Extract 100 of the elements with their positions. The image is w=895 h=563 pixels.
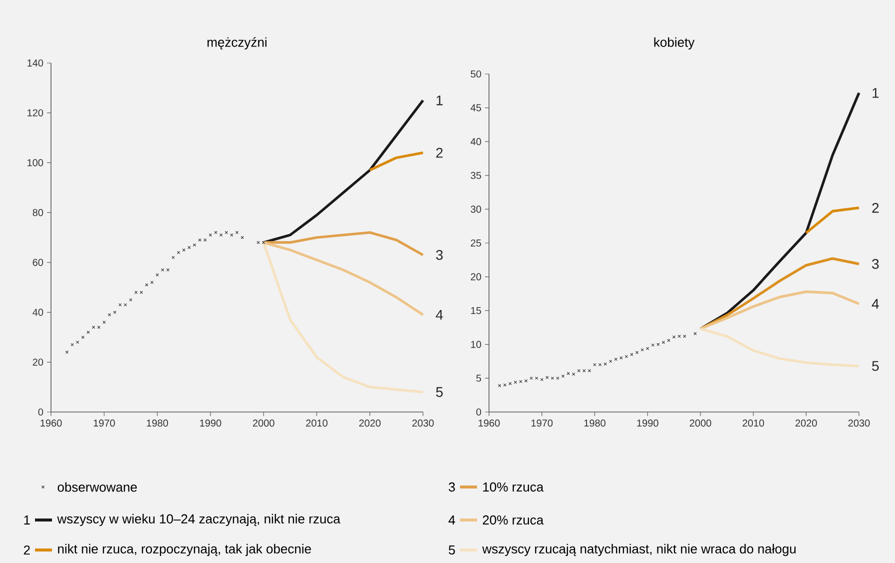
point: [550, 376, 554, 380]
y-tick-label: 20: [32, 358, 44, 366]
legend-label: wszyscy rzucają natychmiast, nikt nie wraca do nałogu: [482, 544, 796, 556]
text: 5: [448, 545, 455, 555]
legend-label: 10% rzuca: [483, 482, 544, 492]
x-tick-label: 1980: [146, 420, 168, 427]
text: 2: [872, 202, 879, 213]
point: [192, 243, 196, 247]
point: [92, 326, 96, 329]
y-tick-label: 80: [32, 209, 44, 216]
point: [208, 233, 212, 237]
point: [214, 230, 218, 234]
text: 2: [24, 545, 30, 555]
point: [97, 326, 100, 329]
point: [535, 376, 538, 380]
y-tick-label: 45: [470, 104, 482, 112]
line-series: [699, 257, 860, 330]
x-tick-label: 2000: [690, 420, 712, 427]
point: [519, 380, 522, 384]
text: 3: [448, 482, 455, 492]
text: 5: [436, 387, 443, 397]
y-tick-label: 60: [32, 258, 44, 266]
y-tick-label: 0: [38, 408, 44, 416]
text: 4: [436, 310, 443, 320]
y-tick-label: 0: [476, 408, 482, 416]
point: [240, 236, 244, 240]
x-tick-label: 2010: [306, 420, 328, 427]
point: [604, 362, 607, 366]
x-tick-label: 1960: [40, 420, 62, 427]
x-tick-label: 1960: [478, 420, 500, 427]
point: [150, 280, 154, 284]
point: [598, 363, 602, 366]
line-series: [262, 231, 424, 256]
point: [694, 332, 697, 336]
point: [224, 230, 228, 234]
point: [540, 378, 544, 382]
point: [566, 372, 570, 376]
point: [503, 383, 506, 387]
x-tick-label: 1990: [200, 420, 222, 427]
text: 1: [24, 516, 30, 524]
point: [108, 313, 112, 316]
x-tick-label: 1970: [532, 420, 553, 427]
text: 2: [436, 148, 443, 158]
x-tick-label: 2030: [848, 420, 870, 427]
line-series: [699, 328, 860, 368]
point: [593, 363, 596, 366]
point: [65, 350, 69, 354]
point: [76, 340, 80, 344]
point: [182, 248, 186, 252]
chart-title: mężczyźni: [208, 37, 266, 50]
text: 3: [436, 250, 443, 260]
y-tick-label: 40: [470, 138, 482, 146]
point: [588, 369, 592, 372]
point: [256, 240, 260, 244]
point: [70, 343, 74, 346]
point: [198, 238, 202, 242]
text: 1: [436, 96, 443, 106]
text: 5: [872, 361, 879, 371]
point: [546, 376, 549, 380]
point: [672, 335, 676, 339]
text: 4: [872, 299, 879, 309]
point: [118, 303, 122, 306]
point: [620, 356, 623, 360]
y-tick-label: 30: [470, 206, 482, 213]
y-tick-label: 40: [32, 308, 44, 316]
point: [667, 338, 670, 342]
text: 4: [448, 516, 456, 524]
x-tick-label: 2030: [412, 420, 434, 427]
y-tick-label: 20: [470, 273, 482, 280]
point: [561, 374, 565, 378]
point: [524, 379, 528, 382]
point: [219, 233, 223, 237]
line-series: [699, 290, 860, 330]
x-tick-label: 1980: [584, 420, 606, 427]
point: [81, 336, 84, 339]
point: [204, 238, 207, 242]
y-tick-label: 140: [28, 59, 44, 67]
point: [262, 240, 266, 244]
legend-label: 20% rzuca: [482, 515, 544, 525]
point: [156, 273, 159, 276]
point: [498, 384, 502, 388]
y-tick-label: 10: [471, 340, 482, 348]
text: 1: [872, 88, 879, 98]
x-tick-label: 2000: [252, 420, 274, 427]
y-tick-label: 15: [471, 307, 482, 314]
point: [102, 320, 106, 324]
x-tick-label: 2020: [359, 420, 381, 427]
y-tick-label: 35: [470, 172, 482, 179]
point: [572, 372, 576, 376]
y-tick-label: 100: [28, 159, 44, 166]
point: [134, 290, 138, 294]
y-tick-label: 5: [476, 374, 482, 382]
point: [609, 360, 612, 363]
legend-label: wszyscy w wieku 10–24 zaczynają, nikt nie rzuca: [57, 514, 340, 526]
point: [514, 380, 518, 384]
legend-label: obserwowane: [58, 482, 137, 492]
point: [630, 352, 634, 356]
point: [651, 344, 654, 347]
x-tick-label: 1970: [94, 420, 115, 427]
point: [614, 358, 618, 361]
